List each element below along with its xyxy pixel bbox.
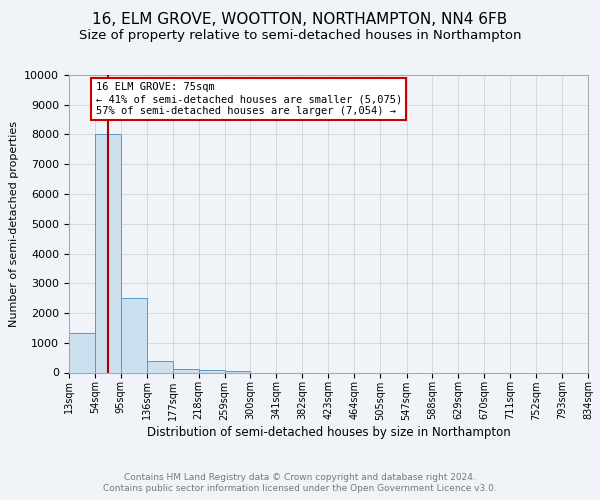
Text: Size of property relative to semi-detached houses in Northampton: Size of property relative to semi-detach… [79, 29, 521, 42]
Text: Contains public sector information licensed under the Open Government Licence v3: Contains public sector information licen… [103, 484, 497, 493]
Bar [199, 370, 224, 372]
Bar [147, 361, 173, 372]
Text: 16, ELM GROVE, WOOTTON, NORTHAMPTON, NN4 6FB: 16, ELM GROVE, WOOTTON, NORTHAMPTON, NN4… [92, 12, 508, 28]
Bar [173, 369, 199, 372]
Text: Distribution of semi-detached houses by size in Northampton: Distribution of semi-detached houses by … [147, 426, 511, 439]
Bar [121, 298, 147, 372]
Bar [69, 333, 95, 372]
Bar [224, 370, 250, 372]
Bar [95, 134, 121, 372]
Text: 16 ELM GROVE: 75sqm
← 41% of semi-detached houses are smaller (5,075)
57% of sem: 16 ELM GROVE: 75sqm ← 41% of semi-detach… [95, 82, 402, 116]
Y-axis label: Number of semi-detached properties: Number of semi-detached properties [9, 120, 19, 327]
Text: Contains HM Land Registry data © Crown copyright and database right 2024.: Contains HM Land Registry data © Crown c… [124, 472, 476, 482]
